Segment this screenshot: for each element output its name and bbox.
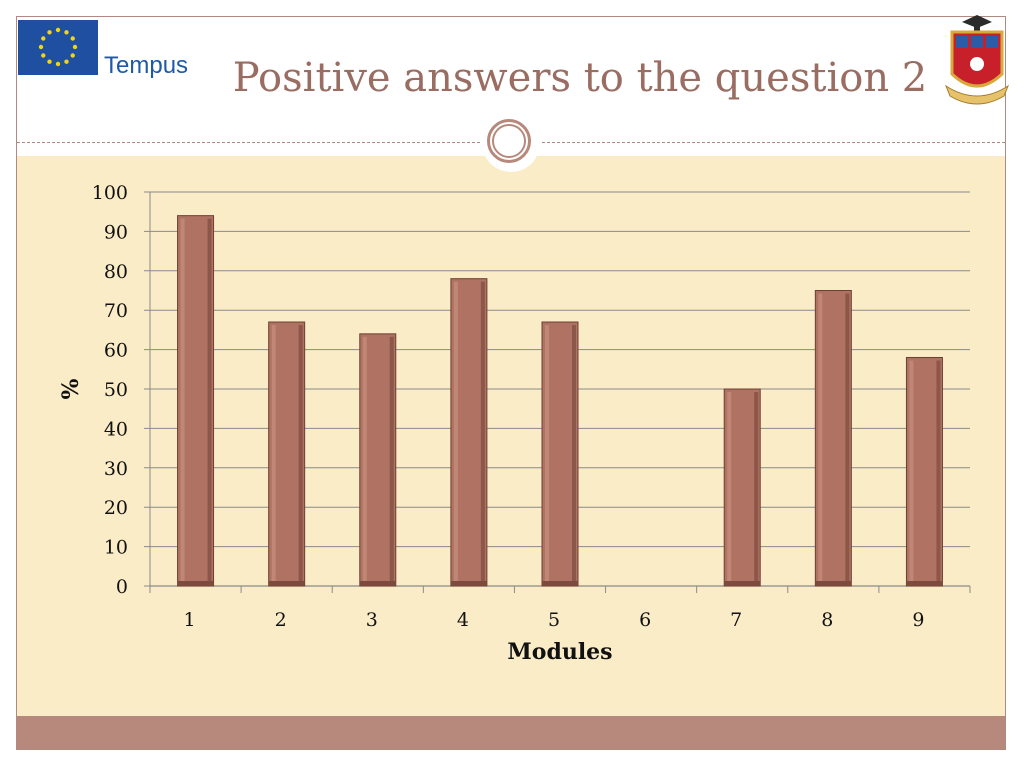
y-tick-label: 100 — [92, 182, 128, 204]
x-tick-label: 2 — [275, 609, 287, 631]
y-tick-label: 90 — [104, 221, 128, 243]
y-tick-label: 30 — [104, 458, 128, 480]
bar-highlight — [545, 325, 549, 583]
bar-highlight — [271, 325, 276, 583]
x-tick-label: 6 — [639, 609, 651, 631]
eu-star-icon — [41, 53, 46, 58]
bar-base — [359, 581, 396, 586]
eu-star-icon — [38, 44, 44, 50]
eu-star-icon — [55, 61, 61, 67]
eu-star-icon — [64, 59, 69, 64]
bar-highlight — [180, 218, 185, 583]
x-tick-label: 8 — [821, 609, 833, 631]
y-tick-label: 40 — [104, 418, 128, 440]
eu-star-icon — [47, 59, 52, 64]
x-axis-title: Modules — [507, 639, 612, 665]
eu-star-icon — [55, 27, 61, 33]
bar-highlight — [362, 336, 367, 583]
bar-shadow — [845, 293, 850, 583]
bar-highlight — [909, 360, 914, 583]
bar-base — [906, 581, 943, 586]
y-tick-label: 20 — [104, 497, 128, 519]
x-tick-label: 9 — [912, 609, 924, 631]
bar-shadow — [754, 392, 759, 583]
bar-shadow — [572, 325, 576, 583]
bar-highlight — [727, 392, 732, 583]
eu-flag-logo — [18, 20, 98, 75]
y-tick-label: 80 — [104, 261, 128, 283]
bar-base — [268, 581, 305, 586]
bar-highlight — [453, 281, 458, 583]
eu-star-icon — [70, 36, 75, 41]
bar-shadow — [207, 218, 212, 583]
y-axis-title: % — [58, 378, 84, 399]
y-tick-label: 60 — [104, 340, 128, 362]
bar-shadow — [480, 281, 485, 583]
x-tick-label: 7 — [730, 609, 742, 631]
tempus-logo-text: Tempus — [104, 52, 189, 79]
divider-ornament-ring — [487, 119, 531, 163]
bar-shadow — [936, 360, 941, 583]
bar-chart: 0 10 20 30 40 50 60 70 80 90 100 1 2 3 4 5 6 7 8 9 Modules% — [58, 182, 971, 665]
eu-star-icon — [47, 30, 52, 35]
eu-star-icon — [64, 30, 69, 35]
x-tick-label: 1 — [184, 609, 196, 631]
eu-star-icon — [41, 36, 46, 41]
eu-star-icon — [72, 44, 78, 50]
bar-shadow — [298, 325, 303, 583]
y-tick-label: 50 — [104, 379, 128, 401]
page-title: Positive answers to the question 2 — [232, 55, 928, 101]
bar-base — [542, 581, 578, 586]
bar-base — [450, 581, 487, 586]
bar-shadow — [389, 336, 394, 583]
eu-star-icon — [70, 53, 75, 58]
x-tick-label: 3 — [366, 609, 378, 631]
y-tick-label: 0 — [116, 576, 128, 598]
bar-highlight — [818, 293, 823, 583]
y-tick-label: 10 — [104, 537, 128, 559]
y-tick-label: 70 — [104, 300, 128, 322]
bar-base — [724, 581, 761, 586]
bar-base — [177, 581, 214, 586]
bar-base — [815, 581, 852, 586]
divider-ornament-inner — [492, 124, 526, 158]
university-crest-logo — [944, 15, 1010, 105]
footer-bar — [17, 716, 1005, 749]
x-tick-label: 5 — [548, 609, 560, 631]
x-tick-label: 4 — [457, 609, 469, 631]
